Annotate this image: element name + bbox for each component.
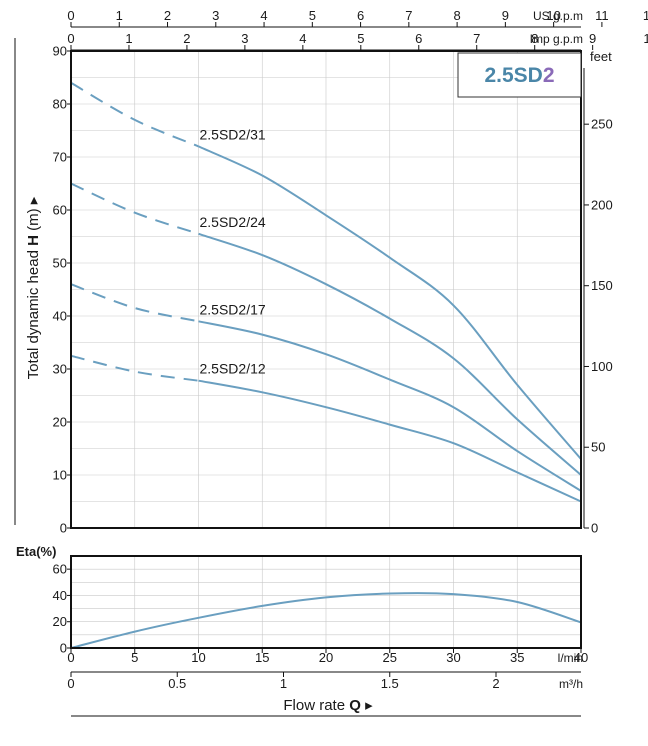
- top-tick-label: 2: [183, 31, 190, 46]
- top-tick-label: 8: [453, 8, 460, 23]
- x-axis-label-q: Q: [349, 697, 361, 714]
- curve-25SD217: [198, 320, 582, 492]
- top-tick-label: 6: [357, 8, 364, 23]
- y-axis-label-b: (m) ▸: [25, 196, 42, 235]
- right-tick-label: 200: [591, 197, 613, 212]
- y-tick-label: 60: [53, 203, 67, 218]
- bottom-tick-label: 5: [131, 650, 138, 665]
- top-tick-label: 6: [415, 31, 422, 46]
- bottom-axis-unit: m³/h: [559, 677, 583, 691]
- top-axis-unit: US g.p.m: [533, 9, 583, 23]
- eta-y-tick-label: 40: [53, 588, 67, 603]
- bottom-tick-label: 1.5: [381, 676, 399, 691]
- top-tick-label: 12: [643, 8, 648, 23]
- main-grid: [70, 50, 582, 529]
- chart-title-main: 2.5SD: [484, 64, 542, 87]
- y-tick-label: 80: [53, 97, 67, 112]
- eta-curve: [70, 592, 582, 649]
- curve-25SD231: [198, 145, 582, 460]
- top-axis-unit: Imp g.p.m: [530, 32, 583, 46]
- eta-grid: [70, 555, 582, 649]
- series-label: 2.5SD2/31: [200, 126, 266, 142]
- top-tick-label: 11: [595, 8, 609, 23]
- y-tick-label: 0: [60, 521, 67, 536]
- top-tick-label: 1: [125, 31, 132, 46]
- bottom-tick-label: 35: [510, 650, 524, 665]
- y-axis-label: Total dynamic head H (m) ▸: [25, 196, 42, 379]
- eta-y-tick-label: 0: [60, 641, 67, 656]
- x-axis-label-b: ▸: [361, 697, 373, 714]
- curve-25SD224-dashed: [70, 182, 199, 235]
- top-tick-label: 1: [116, 8, 123, 23]
- curve-25SD224: [198, 232, 582, 476]
- top-tick-label: 9: [589, 31, 596, 46]
- series-label: 2.5SD2/24: [200, 214, 266, 230]
- right-tick-label: 100: [591, 359, 613, 374]
- bottom-tick-label: 25: [383, 650, 397, 665]
- eta-y-tick-label: 60: [53, 562, 67, 577]
- top-tick-label: 3: [212, 8, 219, 23]
- right-axis-label: feet: [590, 49, 612, 64]
- bottom-tick-label: 0: [67, 676, 74, 691]
- bottom-tick-label: 20: [319, 650, 333, 665]
- chart-title: 2.5SD2: [484, 64, 554, 87]
- bottom-tick-label: 1: [280, 676, 287, 691]
- top-tick-label: 5: [357, 31, 364, 46]
- y-tick-label: 90: [53, 44, 67, 59]
- bottom-tick-label: 0: [67, 650, 74, 665]
- curve-25SD212: [198, 379, 582, 503]
- bottom-tick-label: 0.5: [168, 676, 186, 691]
- right-tick-label: 250: [591, 117, 613, 132]
- y-tick-label: 40: [53, 309, 67, 324]
- main-plot-frame: [70, 50, 582, 529]
- top-tick-label: 8: [531, 31, 538, 46]
- top-tick-label: 2: [164, 8, 171, 23]
- y-tick-label: 70: [53, 150, 67, 165]
- right-tick-label: 0: [591, 521, 598, 536]
- title-box: [457, 52, 582, 98]
- top-tick-label: 10: [643, 31, 648, 46]
- top-tick-label: 10: [546, 8, 560, 23]
- top-tick-label: 9: [502, 8, 509, 23]
- chart-title-suffix: 2: [543, 64, 555, 87]
- y-tick-label: 50: [53, 256, 67, 271]
- top-tick-label: 0: [67, 8, 74, 23]
- top-tick-label: 5: [309, 8, 316, 23]
- top-tick-label: 7: [405, 8, 412, 23]
- top-tick-label: 7: [473, 31, 480, 46]
- top-tick-label: 0: [67, 31, 74, 46]
- main-curves: 2.5SD2/31 2.5SD2/24 2.5SD2/17 2.5SD2/12: [70, 81, 582, 503]
- top-tick-label: 3: [241, 31, 248, 46]
- right-tick-label: 50: [591, 440, 605, 455]
- y-tick-label: 10: [53, 468, 67, 483]
- bottom-tick-label: 30: [446, 650, 460, 665]
- curve-25SD217-dashed: [70, 283, 199, 323]
- bottom-axis-unit: l/min: [558, 651, 583, 665]
- y-axis-label-h: H: [25, 235, 42, 246]
- bottom-tick-label: 2: [492, 676, 499, 691]
- eta-axis-label: Eta(%): [16, 544, 56, 559]
- bottom-tick-label: 15: [255, 650, 269, 665]
- curve-eta: [70, 592, 582, 649]
- curve-25SD212-dashed: [70, 354, 199, 382]
- series-label: 2.5SD2/17: [200, 301, 266, 317]
- y-axis-label-a: Total dynamic head: [25, 246, 42, 379]
- y-tick-label: 20: [53, 415, 67, 430]
- y-tick-label: 30: [53, 362, 67, 377]
- x-axis-label-a: Flow rate: [283, 697, 349, 714]
- right-tick-label: 150: [591, 278, 613, 293]
- bottom-tick-label: 40: [574, 650, 588, 665]
- top-tick-label: 4: [299, 31, 306, 46]
- curve-25SD231-dashed: [70, 81, 199, 148]
- bottom-tick-label: 10: [191, 650, 205, 665]
- top-tick-label: 4: [260, 8, 267, 23]
- x-axis-label: Flow rate Q ▸: [283, 697, 373, 714]
- eta-y-tick-label: 20: [53, 614, 67, 629]
- series-label: 2.5SD2/12: [200, 361, 266, 377]
